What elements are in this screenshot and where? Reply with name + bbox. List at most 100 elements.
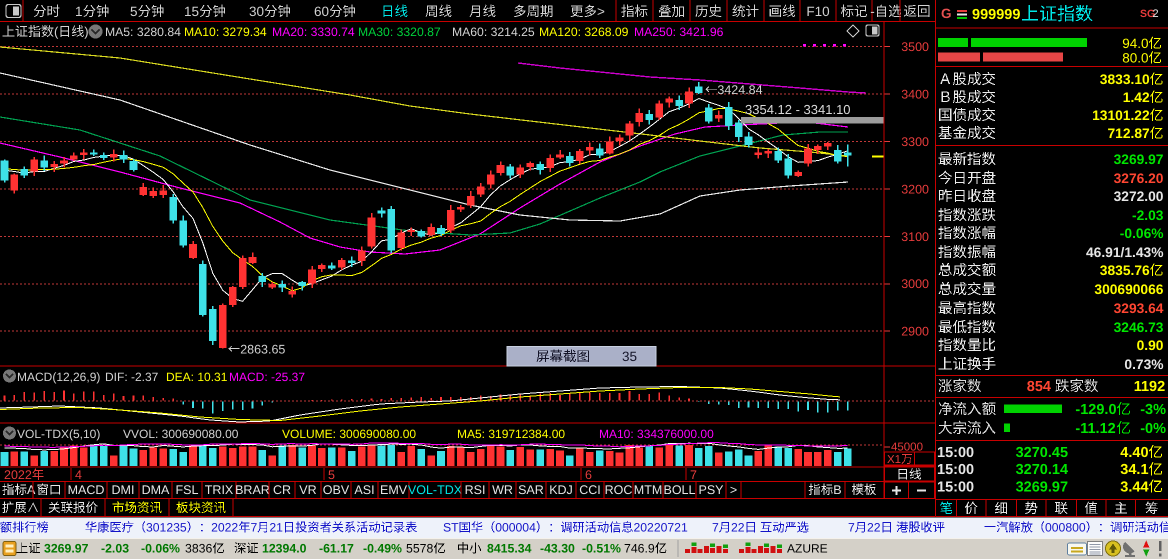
svg-text:4: 4	[75, 468, 82, 482]
svg-text:): )	[84, 24, 88, 39]
svg-text:DMA: DMA	[142, 483, 170, 497]
svg-text:94.0: 94.0	[1122, 36, 1148, 51]
svg-text:B: B	[833, 483, 841, 497]
svg-text:-2.03: -2.03	[1132, 208, 1164, 223]
svg-text:000004: 000004	[495, 521, 536, 535]
svg-text:RSI: RSI	[465, 483, 486, 497]
svg-text:7: 7	[690, 468, 697, 482]
svg-text:SAR: SAR	[518, 483, 544, 497]
svg-text:3100: 3100	[901, 230, 929, 244]
svg-text:3500: 3500	[901, 40, 929, 54]
svg-text:0.73%: 0.73%	[1124, 357, 1163, 372]
svg-text:3.44: 3.44	[1120, 479, 1148, 495]
svg-text:3354.12 - 3341.10: 3354.12 - 3341.10	[745, 102, 851, 117]
svg-text:TRIX: TRIX	[205, 483, 234, 497]
svg-text:13101.22: 13101.22	[1092, 108, 1150, 123]
svg-text:A: A	[27, 483, 36, 497]
svg-text:-0.51%: -0.51%	[582, 542, 621, 556]
svg-text:VVOL: 300690080.00: VVOL: 300690080.00	[123, 427, 239, 441]
svg-text:DEA: 10.31: DEA: 10.31	[166, 370, 228, 384]
svg-text:-2.03: -2.03	[101, 542, 129, 556]
svg-text:22: 22	[867, 521, 881, 535]
svg-text:-43.30: -43.30	[540, 542, 575, 556]
svg-text:1: 1	[75, 4, 83, 19]
svg-text:-3%: -3%	[1140, 402, 1166, 418]
svg-text:>: >	[730, 483, 737, 497]
svg-text:-11.12: -11.12	[1075, 421, 1115, 437]
svg-text:15:00: 15:00	[937, 462, 974, 478]
svg-text:PSY: PSY	[699, 483, 725, 497]
svg-text:-0.06%: -0.06%	[141, 542, 180, 556]
svg-text:712.87: 712.87	[1108, 126, 1151, 141]
svg-text:MACD: -25.37: MACD: -25.37	[229, 370, 305, 384]
svg-text:OBV: OBV	[323, 483, 350, 497]
svg-text:F10: F10	[806, 4, 829, 19]
svg-text:MTM: MTM	[634, 483, 662, 497]
svg-text:VOLUME: 300690080.00: VOLUME: 300690080.00	[282, 427, 416, 441]
svg-text:2: 2	[1153, 8, 1159, 20]
svg-text:MA60: 3214.25: MA60: 3214.25	[452, 25, 535, 39]
svg-text:MA10: 3279.34: MA10: 3279.34	[184, 25, 267, 39]
svg-text:CR: CR	[273, 483, 291, 497]
svg-text:3269.97: 3269.97	[44, 542, 89, 556]
svg-text:854: 854	[1027, 379, 1051, 395]
svg-text:ASI: ASI	[354, 483, 374, 497]
svg-text:CCI: CCI	[579, 483, 601, 497]
svg-text:12394.0: 12394.0	[262, 542, 307, 556]
svg-text:3246.73: 3246.73	[1114, 320, 1164, 335]
svg-text:5: 5	[130, 4, 138, 19]
svg-text:3836: 3836	[185, 542, 213, 556]
svg-text:0.90: 0.90	[1137, 338, 1164, 353]
svg-text:3300: 3300	[901, 135, 929, 149]
svg-text:>: >	[597, 4, 605, 19]
svg-text:MACD(12,26,9): MACD(12,26,9)	[17, 370, 100, 384]
svg-text:VOL-TDX(5,10): VOL-TDX(5,10)	[17, 427, 100, 441]
svg-text:6: 6	[585, 468, 592, 482]
svg-text:-: -	[870, 4, 875, 19]
svg-text:5578: 5578	[406, 542, 434, 556]
svg-text:AZURE: AZURE	[787, 542, 828, 556]
svg-text:MA120: 3268.09: MA120: 3268.09	[539, 25, 629, 39]
svg-text:MA5: 3280.84: MA5: 3280.84	[105, 25, 181, 39]
svg-text:3835.76: 3835.76	[1100, 263, 1150, 278]
svg-text:3272.00: 3272.00	[1114, 189, 1164, 204]
svg-text:-129.0: -129.0	[1075, 402, 1116, 418]
svg-text:7: 7	[251, 521, 258, 535]
svg-text:3270.14: 3270.14	[1016, 462, 1068, 478]
svg-text:MA20: 3330.74: MA20: 3330.74	[272, 25, 355, 39]
svg-text:20220721: 20220721	[634, 521, 688, 535]
svg-text:DIF: -2.37: DIF: -2.37	[105, 370, 159, 384]
svg-text:MA30: 3320.87: MA30: 3320.87	[358, 25, 441, 39]
svg-text:BRAR: BRAR	[235, 483, 270, 497]
svg-text:MA10: 334376000.00: MA10: 334376000.00	[599, 427, 714, 441]
svg-text:X1: X1	[887, 454, 901, 466]
svg-text:15:00: 15:00	[937, 479, 974, 495]
svg-text:-0.49%: -0.49%	[363, 542, 402, 556]
svg-text:7: 7	[712, 521, 719, 535]
svg-text:80.0: 80.0	[1122, 51, 1148, 66]
svg-text:VR: VR	[299, 483, 316, 497]
svg-text:2900: 2900	[901, 325, 929, 339]
svg-text:ROC: ROC	[605, 483, 633, 497]
svg-text:MA5: 319712384.00: MA5: 319712384.00	[457, 427, 565, 441]
svg-text:3833.10: 3833.10	[1100, 72, 1150, 87]
svg-text:000800: 000800	[1045, 521, 1086, 535]
svg-text:BOLL: BOLL	[664, 483, 696, 497]
svg-text:3424.84: 3424.84	[717, 83, 762, 97]
svg-text:ST: ST	[443, 521, 459, 535]
svg-text:3269.97: 3269.97	[1016, 479, 1068, 495]
svg-text:34.1: 34.1	[1120, 462, 1148, 478]
svg-text:3293.64: 3293.64	[1114, 301, 1164, 316]
svg-text:EMV: EMV	[380, 483, 408, 497]
svg-text:3000: 3000	[901, 277, 929, 291]
svg-text:VOL-TDX: VOL-TDX	[408, 483, 463, 497]
svg-text:8415.34: 8415.34	[487, 542, 532, 556]
svg-text:21: 21	[269, 521, 283, 535]
svg-text:300690066: 300690066	[1094, 282, 1163, 297]
svg-text:WR: WR	[492, 483, 513, 497]
svg-text:DMI: DMI	[112, 483, 135, 497]
svg-text:SG: SG	[1140, 8, 1155, 20]
svg-text:2022: 2022	[211, 521, 238, 535]
svg-text:MACD: MACD	[68, 483, 105, 497]
svg-text:15: 15	[184, 4, 199, 19]
